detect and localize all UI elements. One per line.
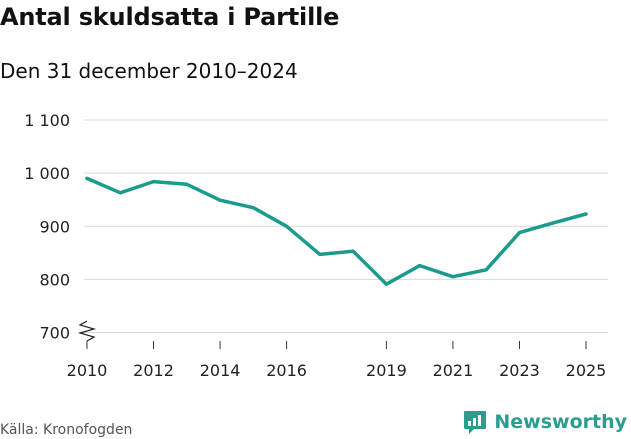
newsworthy-logo-icon: [464, 411, 487, 434]
x-tick-label: 2025: [566, 361, 607, 380]
data-point: [451, 275, 455, 279]
y-tick-label: 1 000: [24, 164, 70, 183]
x-tick-label: 2014: [200, 361, 241, 380]
x-tick-label: 2021: [433, 361, 474, 380]
data-point: [318, 252, 322, 257]
data-point: [484, 268, 488, 272]
data-point: [384, 282, 388, 286]
data-point: [118, 191, 122, 195]
data-point: [218, 198, 222, 202]
x-tick-label: 2023: [499, 361, 540, 380]
data-point: [151, 180, 156, 184]
y-tick-label: 900: [39, 217, 70, 236]
source-note: Källa: Kronofogden: [0, 422, 133, 438]
data-point: [418, 263, 422, 268]
data-point: [185, 182, 189, 186]
data-point: [551, 221, 555, 225]
x-tick-label: 2019: [366, 361, 407, 380]
x-tick-label: 2016: [266, 361, 307, 380]
data-point: [584, 212, 588, 216]
chart-subtitle: Den 31 december 2010–2024: [0, 59, 298, 83]
series-line: [85, 176, 588, 286]
data-point: [351, 249, 355, 253]
y-tick-label: 1 100: [24, 111, 70, 130]
x-tick-label: 2010: [67, 361, 108, 380]
data-point: [251, 206, 255, 210]
data-point: [517, 231, 522, 235]
y-tick-label: 700: [39, 324, 70, 343]
chart-title: Antal skuldsatta i Partille: [0, 3, 340, 31]
axis-break-icon: [77, 320, 97, 342]
data-point: [85, 176, 89, 181]
brand-logo: Newsworthy: [462, 409, 627, 435]
y-tick-label: 800: [39, 270, 70, 289]
x-tick-label: 2012: [133, 361, 174, 380]
data-point: [285, 224, 289, 228]
brand-name: Newsworthy: [494, 411, 627, 433]
